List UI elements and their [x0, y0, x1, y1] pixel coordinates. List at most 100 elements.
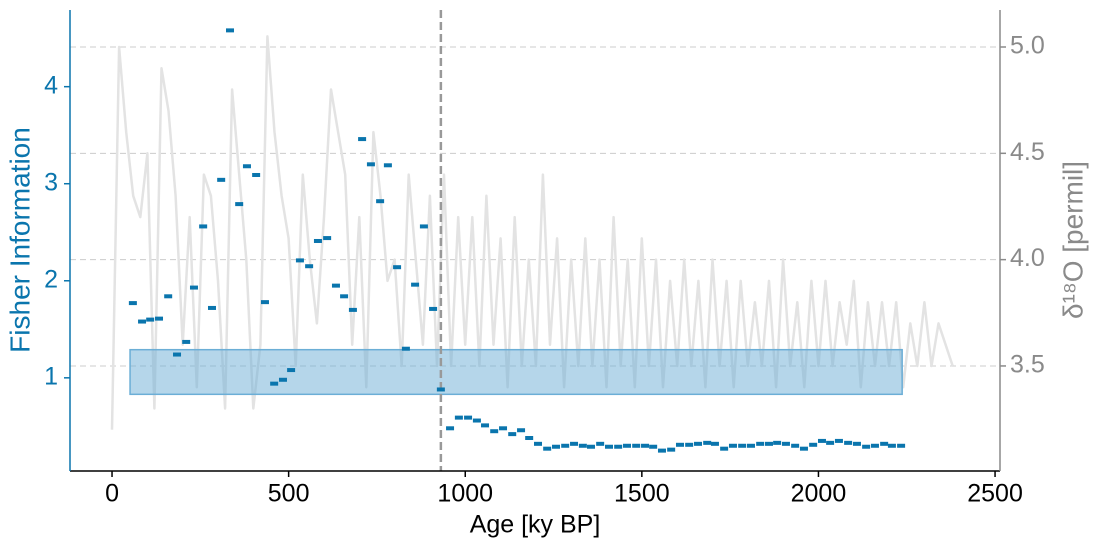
y-tick-label: 2 [44, 265, 58, 293]
fisher-marker [155, 316, 164, 321]
fisher-marker [217, 177, 226, 182]
fisher-marker [348, 307, 357, 312]
fisher-marker [667, 447, 676, 452]
fisher-marker [586, 444, 595, 449]
fisher-marker [649, 444, 658, 449]
fisher-marker [694, 441, 703, 446]
fisher-marker [436, 387, 445, 392]
fisher-marker [305, 264, 314, 269]
x-tick-label: 500 [268, 480, 310, 508]
fisher-marker [561, 443, 570, 448]
fisher-marker [746, 443, 755, 448]
y-axis-title: Fisher Information [4, 127, 35, 353]
y-tick-label: 3 [44, 168, 58, 196]
fisher-marker [358, 137, 367, 142]
fisher-marker [614, 444, 623, 449]
fisher-marker [534, 441, 543, 446]
fisher-marker [323, 236, 332, 241]
y2-tick-label: 4.0 [1010, 244, 1045, 272]
fisher-marker [728, 443, 737, 448]
fisher-marker [490, 429, 499, 434]
fisher-marker [641, 443, 650, 448]
fisher-marker [235, 202, 244, 207]
fisher-marker [189, 285, 198, 290]
x-tick-label: 2500 [967, 480, 1023, 508]
fisher-marker [862, 444, 871, 449]
y2-tick-label: 3.5 [1010, 351, 1045, 379]
fisher-marker [756, 441, 765, 446]
fisher-marker [525, 436, 534, 441]
fisher-marker [852, 441, 861, 446]
fisher-marker [880, 441, 889, 446]
x-tick-label: 0 [105, 480, 119, 508]
fisher-marker [393, 265, 402, 270]
y-tick-label: 4 [44, 71, 58, 99]
fisher-marker [411, 282, 420, 287]
fisher-marker [199, 224, 208, 229]
fisher-marker [207, 305, 216, 310]
fisher-marker [340, 294, 349, 299]
fisher-marker [791, 443, 800, 448]
fisher-marker [164, 294, 173, 299]
fisher-marker [270, 381, 279, 386]
fisher-marker [419, 224, 428, 229]
fisher-marker [570, 441, 579, 446]
y-tick-label: 1 [44, 362, 58, 390]
fisher-marker [446, 426, 455, 431]
fisher-marker [623, 443, 632, 448]
fisher-marker [710, 441, 719, 446]
fisher-marker [773, 440, 782, 445]
fisher-marker [472, 418, 481, 423]
fisher-marker [720, 446, 729, 451]
x-tick-label: 1000 [437, 480, 493, 508]
fisher-marker [552, 444, 561, 449]
x-axis-title: Age [ky BP] [470, 511, 601, 539]
fisher-marker [844, 440, 853, 445]
fisher-marker [604, 444, 613, 449]
fisher-marker [376, 199, 385, 204]
fisher-marker [252, 172, 261, 177]
fisher-marker [287, 368, 296, 373]
fisher-marker [578, 443, 587, 448]
x-tick-label: 1500 [614, 480, 670, 508]
fisher-marker [809, 442, 818, 447]
fisher-marker [454, 415, 463, 420]
fisher-marker [897, 443, 906, 448]
y2-tick-label: 5.0 [1010, 32, 1045, 60]
fisher-marker [826, 440, 835, 445]
fisher-marker [738, 443, 747, 448]
y2-axis-title: δ¹⁸O [permil] [1057, 161, 1088, 319]
fisher-marker [703, 440, 712, 445]
fisher-marker [508, 432, 517, 437]
fisher-marker [870, 443, 879, 448]
fisher-marker [781, 441, 790, 446]
fisher-marker [765, 441, 774, 446]
fisher-marker [685, 442, 694, 447]
fisher-marker [278, 377, 287, 382]
fisher-marker [331, 283, 340, 288]
fisher-marker [182, 339, 191, 344]
fisher-marker [366, 162, 375, 167]
fisher-marker [128, 301, 137, 306]
fisher-marker [481, 423, 490, 428]
fisher-marker [517, 428, 526, 433]
x-tick-label: 2000 [791, 480, 847, 508]
fisher-marker [226, 28, 235, 33]
fisher-marker [146, 317, 155, 322]
band [129, 348, 903, 396]
fisher-marker [464, 415, 473, 420]
fisher-marker [242, 164, 251, 169]
fisher-marker [383, 163, 392, 168]
fisher-marker [313, 238, 322, 243]
y2-tick-label: 4.5 [1010, 138, 1045, 166]
fisher-marker [675, 442, 684, 447]
fisher-marker [596, 441, 605, 446]
fisher-marker [657, 448, 666, 453]
fisher-marker [799, 446, 808, 451]
fisher-marker [632, 443, 641, 448]
fisher-marker [295, 258, 304, 263]
fisher-marker [173, 352, 182, 357]
fisher-marker [401, 346, 410, 351]
